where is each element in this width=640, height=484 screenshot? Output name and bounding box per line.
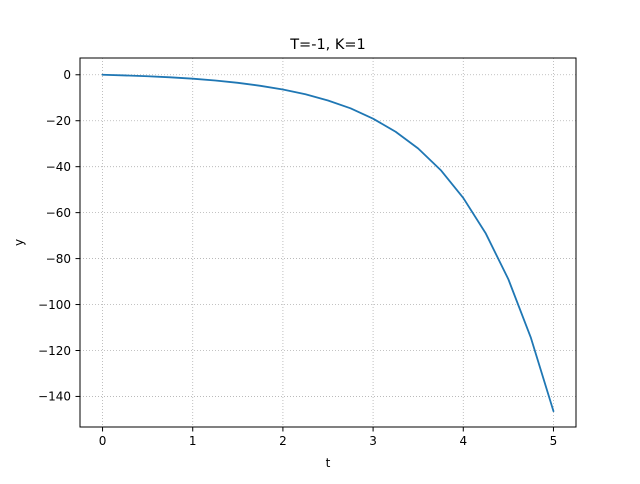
series-layer: [101, 73, 555, 413]
y-tick-label: −20: [46, 114, 71, 128]
x-tick-label: 3: [369, 434, 377, 448]
y-tick-label: −60: [46, 206, 71, 220]
y-tick-label: 0: [63, 68, 71, 82]
chart-title: T=-1, K=1: [289, 37, 366, 53]
y-tick-label: −100: [38, 298, 71, 312]
x-tick-label: 1: [189, 434, 197, 448]
y-tick-label: −120: [38, 344, 71, 358]
axis-ticks: 0 1 2 3 4 5 0 −20 −40 −60 −80 −100 −120 −140: [38, 68, 557, 448]
x-tick-label: 2: [279, 434, 287, 448]
y-tick-label: −140: [38, 390, 71, 404]
x-axis-label: t: [326, 456, 331, 470]
data-series-line: [101, 73, 555, 413]
y-tick-label: −40: [46, 160, 71, 174]
x-tick-label: 4: [459, 434, 467, 448]
y-tick-label: −80: [46, 252, 71, 266]
y-axis-label: y: [12, 239, 26, 246]
x-tick-label: 5: [550, 434, 558, 448]
x-tick-label: 0: [99, 434, 107, 448]
plot-frame: [79, 57, 577, 428]
